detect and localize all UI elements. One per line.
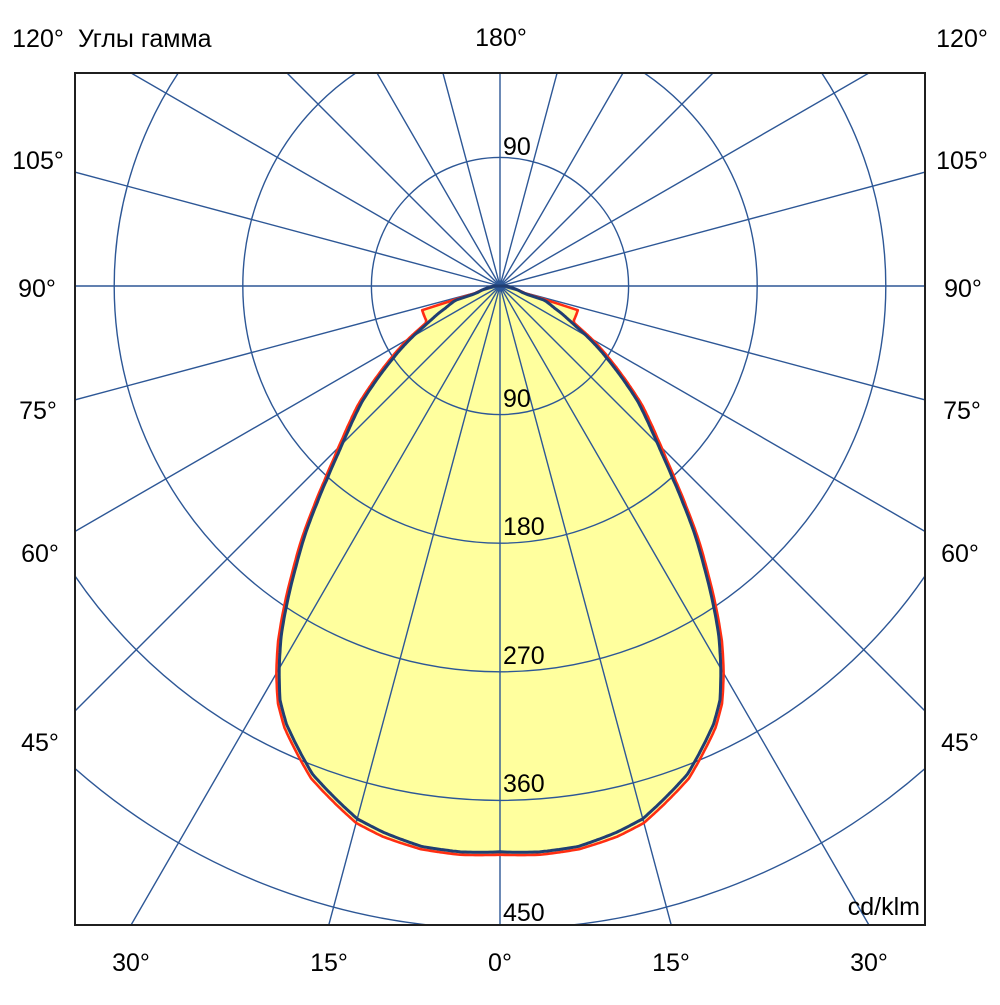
radial-tick-360: 360 xyxy=(503,770,545,798)
radial-tick-upper-90: 90 xyxy=(503,133,531,161)
gamma-axis-label-left-90: 90° xyxy=(18,275,56,303)
gamma-axis-label-right-105: 105° xyxy=(936,147,988,175)
angle-ray-210 xyxy=(376,73,501,287)
angle-ray-150 xyxy=(499,73,624,287)
gamma-axis-label-right-75: 75° xyxy=(943,397,981,425)
gamma-axis-label-left-45: 45° xyxy=(21,729,59,757)
radial-tick-180: 180 xyxy=(503,513,545,541)
angle-ray-135 xyxy=(499,73,714,287)
intensity-curves xyxy=(275,284,725,857)
gamma-axis-label-left-60: 60° xyxy=(21,540,59,568)
angle-ray-285 xyxy=(75,285,501,401)
gamma-axis-label-right-45: 45° xyxy=(941,729,979,757)
angle-ray-120 xyxy=(499,73,871,287)
angle-ray-165 xyxy=(499,73,558,287)
angle-ray-75 xyxy=(499,285,925,401)
angle-ray-240 xyxy=(129,73,501,287)
plot-border xyxy=(74,72,926,926)
c-axis-label-1: 15° xyxy=(310,949,348,977)
angle-ray-345 xyxy=(328,285,501,925)
angle-ray-300 xyxy=(75,285,501,533)
angle-ray-30 xyxy=(499,285,870,925)
radial-tick-450: 450 xyxy=(503,899,545,927)
c-axis-label-2: 0° xyxy=(488,949,512,977)
angle-ray-60 xyxy=(499,285,925,533)
unit-label: cd/klm xyxy=(848,893,920,921)
gamma-axis-label-left-120: 120° xyxy=(12,25,64,53)
angle-ray-225 xyxy=(286,73,501,287)
angle-ray-330 xyxy=(130,285,501,925)
c-axis-label-3: 15° xyxy=(652,949,690,977)
angle-ray-195 xyxy=(442,73,501,287)
c-axis-label-4: 30° xyxy=(850,949,888,977)
c-axis-label-0: 30° xyxy=(112,949,150,977)
gamma-axis-label-right-120: 120° xyxy=(936,25,988,53)
gamma-axis-label-left-105: 105° xyxy=(12,147,64,175)
angle-ray-315 xyxy=(75,285,501,712)
angle-ray-255 xyxy=(75,171,501,287)
angle-ray-15 xyxy=(499,285,672,925)
chart-title: Углы гамма xyxy=(78,25,212,53)
gamma-axis-label-left-75: 75° xyxy=(19,397,57,425)
gamma-axis-label-top-180: 180° xyxy=(475,24,527,52)
radial-tick-90: 90 xyxy=(503,385,531,413)
gamma-axis-label-right-90: 90° xyxy=(944,275,982,303)
radial-tick-270: 270 xyxy=(503,642,545,670)
curve-c0-c180 xyxy=(277,284,723,854)
angle-ray-45 xyxy=(499,285,925,712)
axis-labels: 120° 120° 105° 105° 90° 90° 75° 75° 60° 60° 45° 45°… xyxy=(12,25,988,977)
gamma-axis-label-right-60: 60° xyxy=(941,540,979,568)
angle-ray-105 xyxy=(499,171,925,287)
